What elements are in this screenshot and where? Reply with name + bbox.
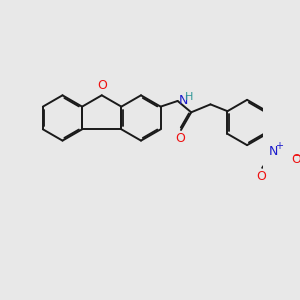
- Text: O: O: [97, 79, 107, 92]
- Text: −: −: [292, 151, 300, 161]
- Text: +: +: [275, 141, 283, 151]
- Text: N: N: [269, 145, 278, 158]
- Text: O: O: [176, 132, 185, 145]
- Text: N: N: [179, 94, 188, 107]
- Text: O: O: [257, 170, 267, 183]
- Text: H: H: [185, 92, 194, 102]
- Text: O: O: [291, 153, 300, 167]
